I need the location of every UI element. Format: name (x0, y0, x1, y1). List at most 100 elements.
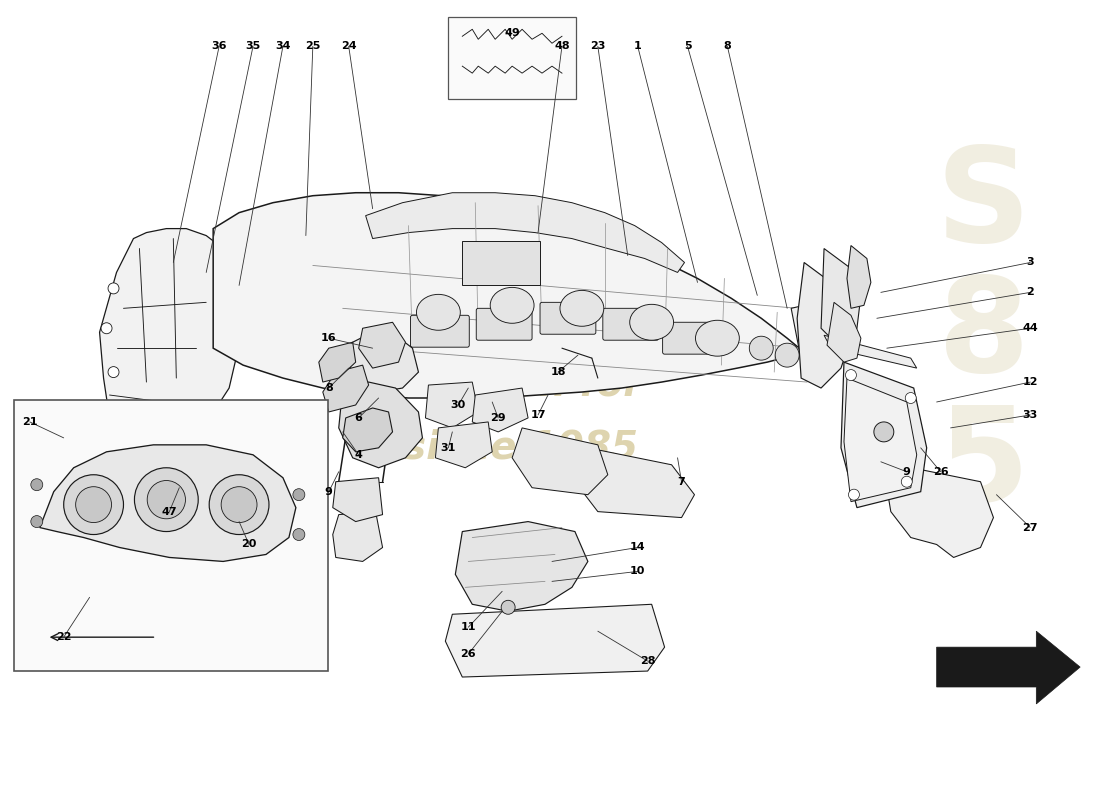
Polygon shape (798, 262, 851, 388)
Circle shape (873, 422, 894, 442)
Polygon shape (791, 302, 837, 382)
Ellipse shape (695, 320, 739, 356)
Polygon shape (827, 302, 861, 362)
Text: 18: 18 (550, 367, 565, 377)
Polygon shape (365, 193, 684, 273)
Polygon shape (887, 465, 993, 558)
Polygon shape (339, 382, 422, 468)
Text: 44: 44 (1023, 323, 1038, 334)
Polygon shape (184, 422, 209, 458)
Circle shape (108, 366, 119, 378)
Polygon shape (333, 512, 383, 562)
Text: 21: 21 (22, 417, 37, 427)
Text: 9: 9 (324, 486, 332, 497)
Polygon shape (575, 448, 694, 518)
Polygon shape (847, 246, 871, 308)
Polygon shape (821, 249, 861, 348)
Text: 5: 5 (684, 42, 691, 51)
Text: 25: 25 (305, 42, 320, 51)
Circle shape (293, 489, 305, 501)
Polygon shape (513, 428, 608, 494)
Text: 4: 4 (354, 450, 363, 460)
Polygon shape (322, 365, 368, 412)
Circle shape (31, 478, 43, 490)
Circle shape (848, 489, 859, 500)
Circle shape (76, 486, 111, 522)
Text: 14: 14 (630, 542, 646, 553)
Text: S: S (936, 142, 1031, 269)
Circle shape (776, 343, 799, 367)
FancyBboxPatch shape (603, 308, 659, 340)
Bar (462, 241, 540, 286)
Circle shape (293, 529, 305, 541)
Text: 47: 47 (162, 506, 177, 517)
Polygon shape (472, 388, 528, 432)
FancyBboxPatch shape (410, 315, 470, 347)
Text: 16: 16 (321, 334, 337, 343)
Text: 11: 11 (461, 622, 476, 632)
Text: 48: 48 (554, 42, 570, 51)
Text: 8: 8 (724, 42, 732, 51)
Ellipse shape (491, 287, 535, 323)
Ellipse shape (417, 294, 460, 330)
Text: 26: 26 (461, 649, 476, 659)
Text: 49: 49 (504, 28, 520, 38)
Polygon shape (824, 335, 916, 368)
Circle shape (502, 600, 515, 614)
Circle shape (901, 476, 912, 487)
Bar (449, 18, 576, 99)
Polygon shape (103, 418, 130, 452)
Text: 9: 9 (903, 466, 911, 477)
Circle shape (147, 426, 158, 438)
Circle shape (124, 413, 135, 423)
Text: 20: 20 (241, 539, 256, 550)
Ellipse shape (560, 290, 604, 326)
Polygon shape (446, 604, 664, 677)
Circle shape (749, 336, 773, 360)
Polygon shape (319, 342, 355, 382)
FancyBboxPatch shape (662, 322, 714, 354)
Text: 3: 3 (1026, 258, 1034, 267)
Polygon shape (213, 193, 817, 398)
Circle shape (31, 515, 43, 527)
FancyBboxPatch shape (540, 302, 596, 334)
Text: 17: 17 (530, 410, 546, 420)
Polygon shape (40, 445, 296, 562)
Text: 29: 29 (491, 413, 506, 423)
Text: 12: 12 (1023, 377, 1038, 387)
Text: 33: 33 (1023, 410, 1038, 420)
Text: 8: 8 (937, 272, 1030, 398)
Text: 8: 8 (324, 383, 332, 393)
FancyBboxPatch shape (476, 308, 532, 340)
Bar (14, 400, 328, 671)
Polygon shape (436, 422, 492, 468)
Polygon shape (937, 631, 1080, 704)
Text: 26: 26 (933, 466, 948, 477)
Text: 5: 5 (937, 402, 1030, 528)
Text: 6: 6 (354, 413, 363, 423)
Polygon shape (842, 362, 926, 508)
Polygon shape (333, 478, 383, 522)
Text: 7: 7 (678, 477, 685, 486)
Polygon shape (359, 322, 406, 368)
Circle shape (209, 474, 270, 534)
Text: 23: 23 (590, 42, 605, 51)
Text: 10: 10 (630, 566, 646, 577)
Text: passion for: passion for (398, 366, 642, 404)
Polygon shape (343, 408, 393, 452)
Text: 31: 31 (441, 443, 456, 453)
Circle shape (905, 393, 916, 403)
Ellipse shape (629, 304, 673, 340)
Text: 30: 30 (451, 400, 466, 410)
Circle shape (64, 474, 123, 534)
Polygon shape (100, 229, 239, 442)
Circle shape (108, 283, 119, 294)
Text: 22: 22 (56, 632, 72, 642)
Text: 27: 27 (1023, 522, 1038, 533)
Polygon shape (349, 332, 418, 392)
Circle shape (846, 370, 857, 381)
Text: 36: 36 (211, 42, 227, 51)
Polygon shape (455, 522, 587, 611)
Polygon shape (844, 378, 916, 502)
Circle shape (221, 486, 257, 522)
